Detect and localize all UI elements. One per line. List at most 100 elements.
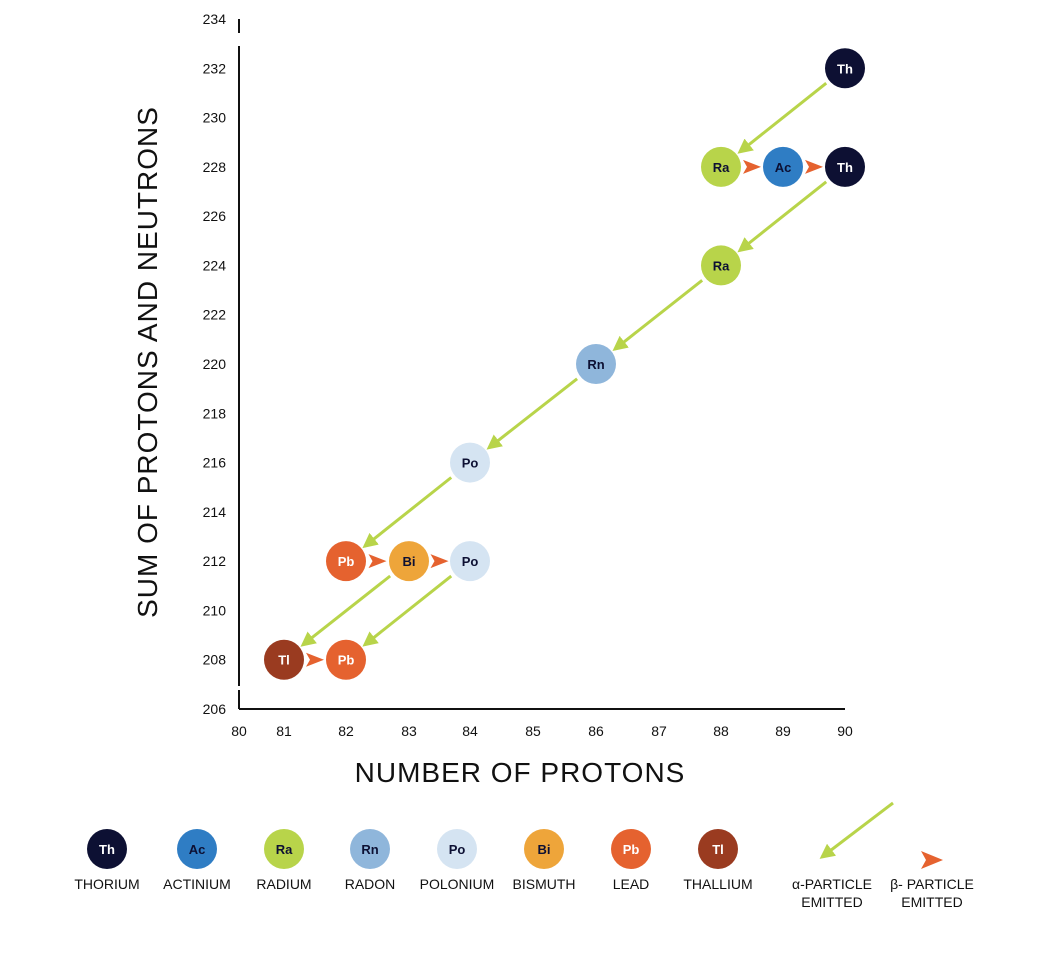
legend-item-lead: Pb LEAD [611,829,651,892]
legend-beta-label: β- PARTICLE [890,876,974,892]
x-tick-label: 80 [231,723,247,739]
x-tick-label: 88 [713,723,729,739]
y-tick-label: 208 [203,652,227,668]
legend-swatch [87,829,127,869]
nuclide-po-216: Po [450,442,490,483]
x-tick-label: 89 [775,723,791,739]
alpha-decay-arrow [737,180,828,253]
legend-symbol: Rn [361,842,378,857]
legend-name: RADON [345,876,396,892]
legend-name: POLONIUM [420,876,495,892]
nuclide-circle [389,541,429,582]
legend-item-beta: β- PARTICLE EMITTED [890,851,974,910]
y-tick-label: 214 [203,504,227,520]
legend-name: RADIUM [256,876,311,892]
nuclide-circle [825,146,865,187]
legend-item-alpha: α-PARTICLE EMITTED [792,801,894,910]
legend-item-thallium: Tl THALLIUM [683,829,753,892]
legend-beta-label: EMITTED [901,894,962,910]
y-tick-label: 212 [203,553,227,569]
legend-name: THALLIUM [683,876,752,892]
legend-symbol: Ra [276,842,293,857]
x-tick-label: 83 [401,723,417,739]
legend-swatch [437,829,477,869]
alpha-decay-arrow [737,82,828,154]
nuclide-circle [701,146,741,187]
decay-arrows [300,82,828,667]
nuclide-circle [450,442,490,483]
nuclide-label: Ac [775,160,792,175]
legend-symbol: Ac [189,842,206,857]
x-tick-label: 85 [525,723,541,739]
nuclide-po-212: Po [450,541,490,582]
nuclide-circle [326,541,366,582]
legend-symbol: Th [99,842,115,857]
y-tick-label: 230 [203,110,227,126]
legend-item-radon: Rn RADON [345,829,396,892]
legend-swatch [611,829,651,869]
nuclide-circle [264,639,304,680]
legend-beta-arrow [921,851,943,869]
chart-axes [238,19,845,710]
nuclide-circle [326,639,366,680]
legend-name: LEAD [613,876,650,892]
legend-swatch [350,829,390,869]
nuclide-circle [763,146,803,187]
nuclide-label: Tl [278,653,290,668]
y-tick-label: 226 [203,208,227,224]
x-tick-label: 84 [462,723,478,739]
nuclide-label: Bi [403,554,416,569]
nuclide-ac-228: Ac [763,146,803,187]
legend-symbol: Bi [538,842,551,857]
legend-swatch [177,829,217,869]
x-tick-label: 82 [338,723,354,739]
nuclide-bi-212: Bi [389,541,429,582]
x-tick-labels: 80 81 82 83 84 85 86 87 88 89 90 [231,723,853,739]
legend-swatch [698,829,738,869]
y-tick-label: 222 [203,307,227,323]
legend-item-radium: Ra RADIUM [256,829,312,892]
y-tick-label: 234 [203,11,227,27]
y-tick-label: 210 [203,602,227,618]
x-tick-label: 86 [588,723,604,739]
legend-name: BISMUTH [513,876,576,892]
legend-alpha-arrow [819,801,894,859]
y-tick-label: 220 [203,356,227,372]
legend-alpha-label: α-PARTICLE [792,876,872,892]
legend-alpha-label: EMITTED [801,894,862,910]
y-tick-labels: 206 208 210 212 214 216 218 220 222 224 226 228 230 2… [203,11,227,717]
alpha-decay-arrow [362,574,453,647]
alpha-decay-arrow [486,377,579,450]
nuclide-markers: Th Ra Ac Th Ra Rn Po Pb Bi Po Tl Pb [264,48,865,680]
nuclide-ra-224: Ra [701,245,741,286]
legend-item-polonium: Po POLONIUM [420,829,495,892]
x-axis-title: NUMBER OF PROTONS [355,757,686,788]
nuclide-circle [701,245,741,286]
nuclide-label: Th [837,61,853,76]
x-tick-label: 81 [276,723,292,739]
nuclide-label: Ra [713,258,730,273]
y-tick-label: 218 [203,405,227,421]
nuclide-label: Pb [338,554,355,569]
y-tick-label: 224 [203,257,227,273]
nuclide-label: Po [462,554,479,569]
nuclide-tl-208: Tl [264,639,304,680]
legend-item-thorium: Th THORIUM [74,829,140,892]
beta-decay-arrow [430,554,449,569]
beta-decay-arrow [306,652,324,667]
legend-symbol: Pb [623,842,640,857]
legend-swatch [524,829,564,869]
nuclide-th-228: Th [825,146,865,187]
nuclide-label: Th [837,160,853,175]
legend-item-bismuth: Bi BISMUTH [513,829,576,892]
nuclide-circle [825,48,865,89]
nuclide-circle [576,344,616,384]
beta-decay-arrow [368,554,387,569]
nuclide-label: Ra [713,160,730,175]
legend-name: THORIUM [74,876,139,892]
legend-swatch [264,829,304,869]
alpha-decay-arrow [300,574,392,647]
nuclide-rn-220: Rn [576,344,616,384]
beta-decay-arrow [805,159,823,174]
